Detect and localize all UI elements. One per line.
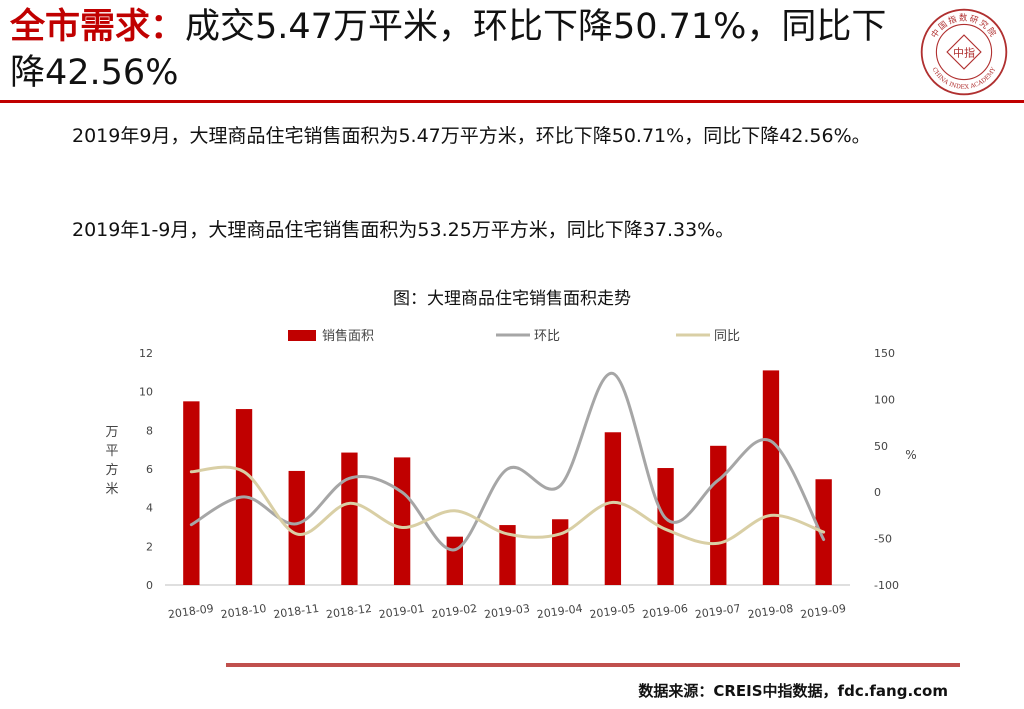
bar-2019-04 [552,519,569,585]
title-divider [0,100,1024,103]
x-tick-label: 2018-09 [167,602,214,621]
right-tick-label: -100 [874,579,899,592]
sales-area-chart: 销售面积 环比 同比 0 2 4 6 8 10 12 -100 -50 0 50 100 150 万平方米% 2… [105,328,916,621]
x-tick-label: 2019-03 [483,602,530,621]
x-tick-label: 2018-10 [220,602,267,621]
legend-yoy: 同比 [676,329,740,344]
bar-2019-02 [446,536,463,585]
x-tick-label: 2018-11 [273,602,320,621]
bar-2019-07 [710,445,727,585]
left-tick-label: 4 [146,502,153,515]
bar-2019-05 [604,432,622,585]
right-tick-label: 150 [874,347,895,360]
line-series [189,371,826,552]
bar-2018-09 [183,401,200,585]
x-tick-label: 2019-08 [747,602,794,621]
mom-line [189,371,826,552]
x-tick-label: 2018-12 [325,602,372,621]
legend-sales-area: 销售面积 [288,328,374,344]
paragraph-ytd: 2019年1-9月，大理商品住宅销售面积为53.25万平方米，同比下降37.33… [72,219,735,241]
chart-title: 图：大理商品住宅销售面积走势 [393,289,631,309]
x-tick-label: 2019-07 [694,602,741,621]
legend-label: 销售面积 [322,328,374,344]
x-tick-label: 2019-01 [378,602,425,621]
x-tick-label: 2019-09 [800,602,847,621]
bar-2018-12 [341,452,358,585]
x-tick-label: 2019-05 [589,602,636,621]
bar-2019-08 [762,370,780,585]
right-tick-label: 0 [874,486,881,499]
right-tick-label: 100 [874,393,895,406]
right-tick-label: 50 [874,440,888,453]
bar-series [183,370,832,585]
bar-2019-06 [657,468,674,585]
legend-label: 同比 [714,329,740,344]
legend-mom: 环比 [496,329,560,344]
left-tick-label: 2 [146,540,153,553]
x-tick-label: 2019-04 [536,602,583,621]
title-highlight: 全市需求： [10,7,186,47]
logo-center-text: 中指 [953,46,975,60]
legend-label: 环比 [534,329,560,344]
bar-2019-03 [499,525,516,585]
seal-logo-icon: 中指 中国指数研究院 CHINA INDEX ACADEMY [920,8,1008,96]
left-tick-label: 6 [146,463,153,476]
left-tick-label: 8 [146,424,153,437]
left-axis-label: 万平方米 [105,425,118,497]
left-tick-label: 0 [146,579,153,592]
right-tick-label: -50 [874,533,892,546]
slide-title: 全市需求：成交5.47万平米，环比下降50.71%，同比下降42.56% [10,4,910,96]
paragraph-monthly: 2019年9月，大理商品住宅销售面积为5.47万平方米，环比下降50.71%，同… [72,125,871,147]
footer-divider [226,663,960,667]
right-axis-label: % [905,448,916,462]
x-tick-label: 2019-06 [641,602,688,621]
yoy-line [189,465,826,546]
chart-legend: 销售面积 环比 同比 [288,328,740,344]
bar-2019-01 [393,457,411,585]
x-tick-label: 2019-02 [431,602,478,621]
left-tick-label: 10 [139,386,153,399]
data-source: 数据来源：CREIS中指数据，fdc.fang.com [638,682,948,700]
chart-axes: 0 2 4 6 8 10 12 -100 -50 0 50 100 150 万平方米% 2018-09 201… [105,347,916,621]
bar-2018-11 [288,470,305,585]
title-rest: 成交5.47万平米，环比下降50.71%，同比下降42.56% [10,7,887,93]
left-tick-label: 12 [139,347,153,360]
legend-swatch [288,330,316,341]
